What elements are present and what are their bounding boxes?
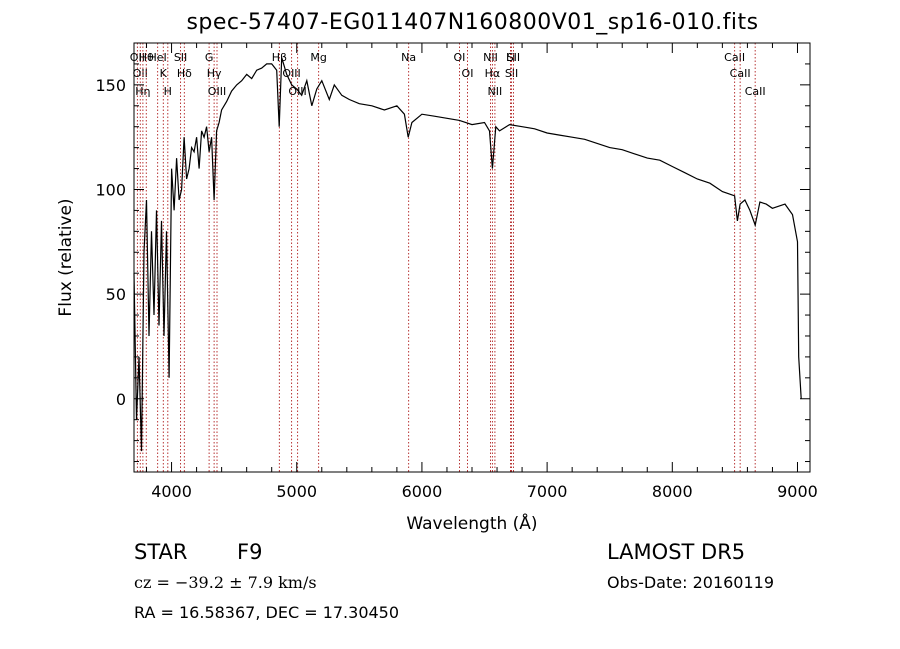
line-label-4959: OIII [282,67,300,80]
line-label-4102: Hδ [177,67,192,80]
x-tick-label-8000: 8000 [652,482,693,501]
line-label-6364: OI [462,67,474,80]
chart-title: spec-57407-EG011407N160800V01_sp16-010.f… [186,10,759,35]
x-axis-label: Wavelength (Å) [406,512,537,534]
spectrum-line [133,57,802,452]
y-tick-label-50: 50 [106,285,126,304]
line-label-4300: G [205,51,214,64]
object-subclass: F9 [237,540,263,564]
plot-frame [133,42,811,473]
line-label-6716: SII [505,67,518,80]
x-tick-label-5000: 5000 [276,482,317,501]
line-label-3750: OII [133,67,148,80]
line-label-4072: SII [174,51,187,64]
observation-date: Obs-Date: 20160119 [607,573,775,592]
line-label-3934: K [160,67,168,80]
line-label-8542: CaII [730,67,751,80]
line-label-6583: NII [488,85,503,98]
line-label-4340: Hγ [207,67,222,80]
line-label-4861: Hβ [272,51,287,64]
ra-dec-coordinates: RA = 16.58367, DEC = 17.30450 [134,603,400,622]
line-label-5175: Mg [310,51,326,64]
y-axis-label: Flux (relative) [56,198,76,316]
x-tick-label-7000: 7000 [527,482,568,501]
line-label-6548: NII [483,51,498,64]
line-label-3771: Hη [135,85,150,98]
line-label-3970: H [164,85,172,98]
object-class: STAR [134,540,188,564]
line-label-6300: OI [454,51,466,64]
line-label-4363: OIII [208,85,226,98]
y-tick-label-0: 0 [116,390,126,409]
line-label-3798: Hθ [139,51,154,64]
x-tick-label-9000: 9000 [777,482,818,501]
y-tick-label-150: 150 [95,76,126,95]
survey-name: LAMOST DR5 [607,540,746,564]
line-label-8662: CaII [745,85,766,98]
y-tick-label-100: 100 [95,180,126,199]
line-label-5894: Na [401,51,416,64]
x-tick-label-6000: 6000 [402,482,443,501]
line-label-6563: Hα [485,67,501,80]
line-label-8498: CaII [724,51,745,64]
line-label-6708: Li [506,51,515,64]
x-tick-label-4000: 4000 [151,482,192,501]
line-label-3889: HeI [149,51,167,64]
line-label-6731: SII [507,51,520,64]
redshift-cz: cz = −39.2 ± 7.9 km/s [134,573,317,592]
